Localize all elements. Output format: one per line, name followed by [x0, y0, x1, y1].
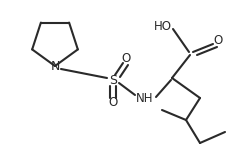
Text: S: S: [109, 73, 117, 86]
Text: N: N: [50, 60, 60, 73]
Text: O: O: [121, 51, 131, 64]
Text: HO: HO: [154, 20, 172, 33]
Text: O: O: [213, 33, 223, 46]
Text: O: O: [108, 97, 118, 109]
Text: NH: NH: [136, 91, 154, 104]
